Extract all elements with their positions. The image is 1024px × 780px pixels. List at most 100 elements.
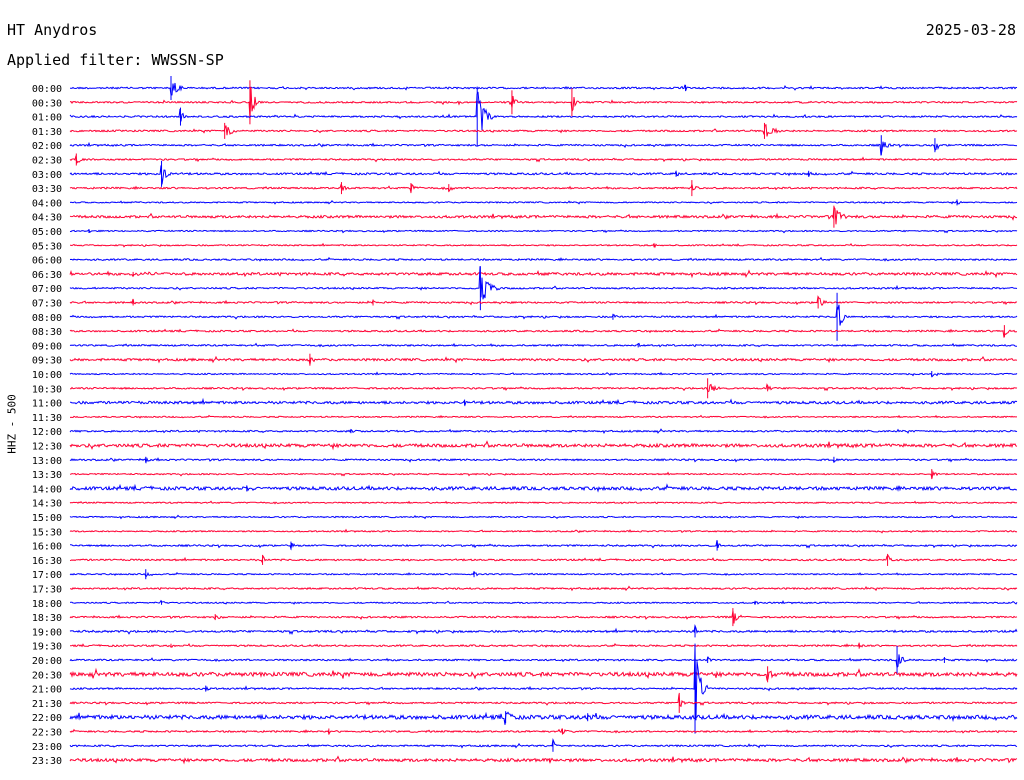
trace-line (69, 141, 1018, 156)
time-label: 14:30 (32, 499, 62, 510)
time-label: 07:30 (32, 299, 62, 310)
trace-line (69, 667, 1018, 681)
trace-line (69, 266, 1018, 300)
trace-line (69, 199, 1018, 205)
time-label: 01:30 (32, 127, 62, 138)
trace-line (69, 500, 1018, 505)
trace-line (69, 755, 1018, 765)
trace-line (69, 328, 1017, 338)
time-label: 12:00 (32, 427, 62, 438)
time-label: 21:30 (32, 699, 62, 710)
trace-line (69, 610, 1018, 624)
trace-line (69, 528, 1018, 534)
time-label: 16:30 (32, 556, 62, 567)
time-label: 23:30 (32, 756, 62, 767)
trace-line (69, 728, 1018, 736)
time-label: 19:30 (32, 642, 62, 653)
trace-line (69, 295, 1018, 307)
trace-line (70, 242, 1018, 249)
time-label: 05:00 (32, 227, 62, 238)
time-label: 23:00 (32, 742, 62, 753)
trace-line (69, 229, 1018, 234)
time-label: 13:00 (32, 456, 62, 467)
trace-line (69, 440, 1018, 451)
time-label: 13:30 (32, 470, 62, 481)
trace-line (70, 642, 1018, 648)
time-label: 22:00 (32, 713, 62, 724)
trace-line (69, 599, 1018, 606)
time-label: 16:00 (32, 542, 62, 553)
trace-line (69, 304, 1018, 326)
date-label: 2025-03-28 (925, 21, 1016, 39)
trace-line (70, 585, 1018, 592)
time-label: 00:00 (32, 84, 62, 95)
time-label: 01:00 (32, 113, 62, 124)
time-label: 04:30 (32, 213, 62, 224)
time-label: 22:30 (32, 728, 62, 739)
trace-line (69, 645, 1018, 721)
trace-line (70, 397, 1018, 407)
time-label: 18:30 (32, 613, 62, 624)
trace-line (69, 483, 1018, 493)
time-label: 17:30 (32, 585, 62, 596)
time-label: 09:30 (32, 356, 62, 367)
trace-line (69, 514, 1018, 520)
trace-line (69, 711, 1018, 725)
trace-line (69, 256, 1018, 262)
trace-line (69, 91, 1018, 131)
time-label: 08:30 (32, 327, 62, 338)
filter-label: Applied filter: WWSSN-SP (7, 51, 224, 69)
station-title: HT Anydros (7, 21, 98, 39)
time-label: 15:30 (32, 527, 62, 538)
time-label: 02:00 (32, 141, 62, 152)
trace-line (69, 355, 1017, 365)
time-label: 17:00 (32, 570, 62, 581)
time-label: 20:30 (32, 670, 62, 681)
time-label: 02:30 (32, 156, 62, 167)
trace-line (69, 457, 1018, 464)
trace-line (69, 694, 1018, 708)
trace-line (70, 82, 1018, 96)
trace-line (69, 165, 1018, 185)
time-label: 21:00 (32, 685, 62, 696)
time-label: 10:00 (32, 370, 62, 381)
time-label: 06:30 (32, 270, 62, 281)
trace-line (69, 371, 1018, 378)
time-label: 20:00 (32, 656, 62, 667)
trace-line (69, 554, 1018, 564)
time-label: 19:00 (32, 627, 62, 638)
trace-line (69, 205, 1018, 225)
time-label: 11:00 (32, 399, 62, 410)
time-label: 18:00 (32, 599, 62, 610)
trace-line (69, 269, 1018, 279)
trace-line (69, 654, 1018, 669)
time-label: 03:00 (32, 170, 62, 181)
trace-line (69, 624, 1018, 635)
trace-line (69, 570, 1018, 578)
time-label: 03:30 (32, 184, 62, 195)
trace-line (69, 124, 1018, 137)
time-label: 09:00 (32, 341, 62, 352)
time-label: 11:30 (32, 413, 62, 424)
time-label: 08:00 (32, 313, 62, 324)
time-label: 15:00 (32, 513, 62, 524)
trace-line (69, 155, 1018, 165)
time-label: 14:00 (32, 484, 62, 495)
trace-line (69, 738, 1018, 749)
trace-line (69, 470, 1018, 479)
time-label: 07:00 (32, 284, 62, 295)
trace-line (69, 414, 1017, 419)
time-label: 10:30 (32, 384, 62, 395)
time-label: 06:00 (32, 256, 62, 267)
trace-line (69, 428, 1018, 434)
trace-line (69, 342, 1017, 348)
time-label: 05:30 (32, 241, 62, 252)
trace-line (70, 540, 1018, 551)
time-label: 12:30 (32, 442, 62, 453)
time-label: 00:30 (32, 98, 62, 109)
trace-line (69, 183, 1018, 193)
time-label: 04:00 (32, 198, 62, 209)
trace-line (69, 86, 1018, 120)
trace-line (69, 383, 1018, 393)
